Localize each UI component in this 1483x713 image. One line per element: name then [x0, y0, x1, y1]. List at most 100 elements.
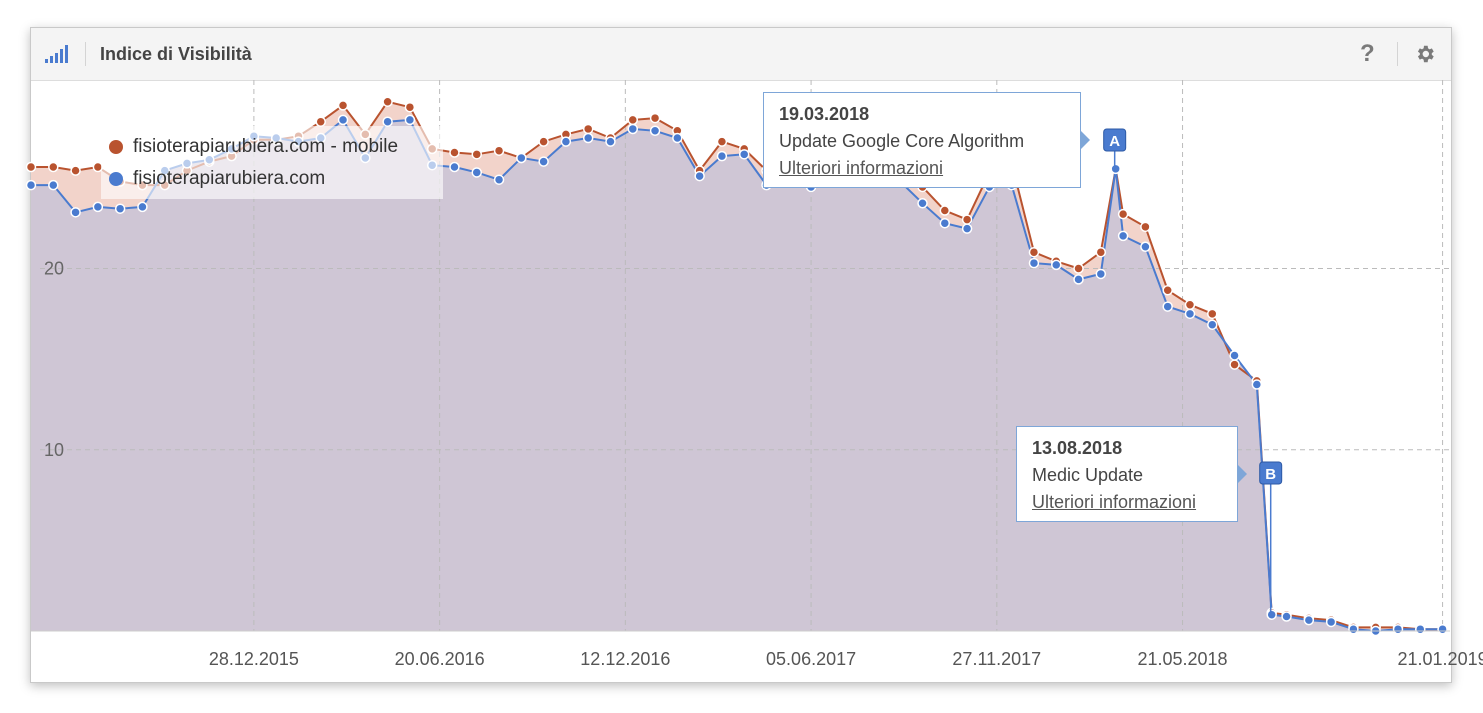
desktop-data-point — [1110, 163, 1121, 175]
mobile-data-point — [48, 161, 59, 173]
desktop-data-point — [605, 136, 616, 147]
legend-item-mobile[interactable]: fisioterapiarubiera.com - mobile — [109, 132, 398, 162]
desktop-data-point — [1266, 609, 1277, 620]
widget-header: Indice di Visibilità ? — [31, 28, 1451, 81]
mobile-data-point — [939, 205, 951, 216]
legend-item-desktop[interactable]: fisioterapiarubiera.com — [109, 164, 325, 194]
mobile-data-point — [70, 165, 81, 176]
desktop-data-point — [939, 217, 951, 229]
desktop-data-point — [1207, 319, 1218, 330]
mobile-data-point — [716, 136, 728, 147]
desktop-data-point — [1251, 379, 1263, 390]
mobile-data-point — [337, 100, 349, 111]
mobile-data-point — [1117, 208, 1129, 220]
mobile-data-point — [1162, 285, 1173, 296]
mobile-data-point — [649, 112, 661, 124]
desktop-data-point — [1303, 614, 1315, 626]
gear-icon[interactable] — [1414, 43, 1436, 65]
desktop-data-point — [1325, 616, 1337, 628]
tooltip-arrow — [1081, 131, 1090, 149]
mobile-data-point — [493, 145, 505, 156]
desktop-data-point — [560, 136, 572, 147]
mobile-data-point — [627, 114, 639, 126]
event-tooltip-b: 13.08.2018 Medic Update Ulteriori inform… — [1016, 426, 1238, 522]
mobile-data-point — [1207, 308, 1218, 320]
event-label: Medic Update — [1032, 465, 1144, 485]
desktop-data-point — [716, 150, 728, 162]
desktop-data-point — [1392, 623, 1404, 635]
x-tick-label: 20.06.2016 — [395, 649, 485, 669]
header-divider — [1397, 42, 1398, 66]
desktop-data-point — [538, 156, 549, 167]
desktop-data-point — [1348, 623, 1359, 635]
desktop-data-point — [25, 179, 37, 191]
event-marker-label: B — [1265, 466, 1276, 483]
tooltip-arrow — [1238, 465, 1247, 483]
desktop-data-point — [1415, 623, 1426, 635]
mobile-data-point — [1095, 246, 1107, 258]
more-info-link[interactable]: Ulteriori informazioni — [779, 158, 944, 178]
legend-dot-desktop — [109, 171, 123, 186]
mobile-data-point — [25, 161, 37, 173]
mobile-data-point — [382, 96, 393, 107]
desktop-data-point — [1028, 257, 1040, 269]
more-info-link[interactable]: Ulteriori informazioni — [1032, 492, 1197, 512]
legend-label-desktop: fisioterapiarubiera.com — [133, 168, 326, 189]
y-tick-label: 20 — [44, 259, 64, 279]
widget-title: Indice di Visibilità — [100, 44, 252, 64]
desktop-data-point — [493, 174, 505, 185]
mobile-data-point — [538, 136, 549, 147]
mobile-data-point — [1184, 299, 1196, 310]
event-marker-label: A — [1109, 133, 1120, 150]
mobile-data-point — [471, 149, 483, 160]
desktop-data-point — [1073, 274, 1084, 285]
desktop-data-point — [92, 201, 104, 213]
desktop-data-point — [627, 123, 639, 135]
event-date: 19.03.2018 — [779, 104, 870, 124]
chart-legend: fisioterapiarubiera.com - mobile fisiote… — [101, 126, 443, 199]
desktop-data-point — [404, 114, 416, 126]
desktop-data-point — [70, 207, 81, 218]
desktop-data-point — [1281, 611, 1292, 622]
event-marker-a — [1103, 128, 1127, 152]
desktop-data-point — [1140, 241, 1151, 252]
desktop-data-point — [337, 114, 349, 126]
desktop-data-point — [516, 152, 527, 164]
desktop-data-point — [1117, 230, 1129, 242]
mobile-data-point — [449, 147, 460, 158]
event-tooltip-a: 19.03.2018 Update Google Core Algorithm … — [763, 92, 1081, 188]
event-label: Update Google Core Algorithm — [779, 131, 1025, 151]
mobile-data-point — [961, 214, 973, 225]
x-tick-label: 28.12.2015 — [209, 649, 299, 669]
header-divider — [85, 42, 86, 66]
desktop-data-point — [471, 167, 483, 178]
mobile-data-point — [404, 101, 416, 113]
desktop-data-point — [582, 132, 594, 144]
mobile-data-point — [1028, 246, 1040, 258]
desktop-data-point — [1184, 308, 1196, 320]
event-marker-b — [1259, 461, 1283, 485]
x-tick-label: 12.12.2016 — [580, 649, 670, 669]
desktop-data-point — [694, 170, 705, 182]
desktop-data-point — [48, 179, 59, 191]
mobile-data-point — [1140, 221, 1151, 233]
x-tick-label: 21.05.2018 — [1137, 649, 1227, 669]
signal-bars-icon — [45, 45, 68, 63]
desktop-data-point — [1229, 350, 1240, 361]
desktop-data-point — [672, 132, 683, 144]
desktop-data-point — [114, 203, 126, 214]
desktop-data-point — [917, 198, 928, 209]
desktop-data-point — [738, 149, 750, 160]
mobile-data-point — [582, 123, 594, 135]
desktop-data-point — [1095, 268, 1107, 280]
x-tick-label: 21.01.2019 — [1398, 649, 1483, 669]
y-tick-label: 10 — [44, 440, 64, 460]
desktop-data-point — [382, 116, 393, 127]
event-date: 13.08.2018 — [1032, 438, 1123, 458]
legend-dot-mobile — [109, 139, 123, 154]
desktop-data-point — [1437, 623, 1448, 635]
x-tick-label: 05.06.2017 — [766, 649, 856, 669]
legend-label-mobile: fisioterapiarubiera.com - mobile — [133, 136, 399, 157]
desktop-data-point — [1162, 301, 1173, 312]
help-icon[interactable]: ? — [1360, 40, 1375, 67]
